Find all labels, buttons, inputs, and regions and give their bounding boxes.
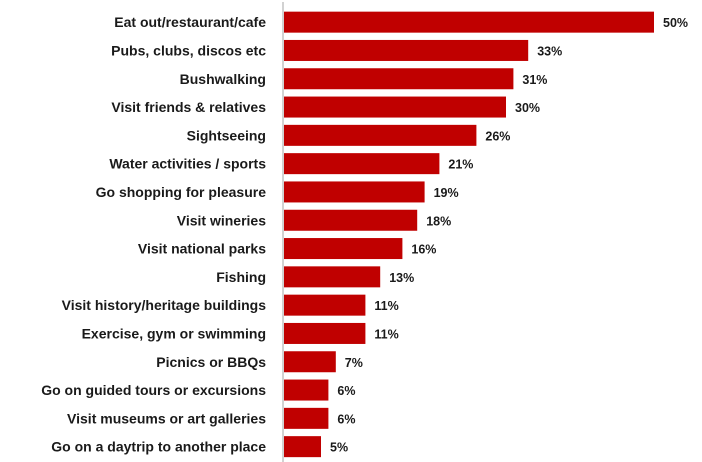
category-labels: Eat out/restaurant/cafe Pubs, clubs, disc… — [41, 14, 267, 455]
category-label: Go shopping for pleasure — [96, 184, 267, 200]
category-label: Visit wineries — [177, 212, 266, 228]
value-label: 6% — [337, 412, 355, 426]
value-label: 13% — [389, 271, 414, 285]
category-label: Go on a daytrip to another place — [51, 439, 266, 455]
bar — [284, 181, 425, 203]
value-label: 6% — [337, 384, 355, 398]
value-label: 18% — [426, 214, 451, 228]
value-label: 50% — [663, 16, 688, 30]
bar — [284, 124, 477, 146]
bars — [284, 11, 654, 458]
category-label: Picnics or BBQs — [156, 354, 266, 370]
value-label: 16% — [411, 243, 436, 257]
bar — [284, 379, 329, 401]
category-label: Visit national parks — [138, 241, 266, 257]
category-label: Exercise, gym or swimming — [82, 325, 266, 341]
value-label: 31% — [522, 73, 547, 87]
category-label: Fishing — [216, 269, 266, 285]
category-label: Visit museums or art galleries — [67, 410, 266, 426]
value-labels: 50% 33% 31% 30% 26% 21% 19% 18% 16% 13% 11% 11% 7% 6%… — [330, 16, 688, 455]
category-label: Water activities / sports — [109, 156, 266, 172]
bar — [284, 322, 366, 344]
value-label: 11% — [374, 299, 398, 313]
category-label: Pubs, clubs, discos etc — [111, 42, 266, 58]
bar — [284, 153, 440, 175]
bar — [284, 209, 418, 231]
bar — [284, 39, 529, 61]
category-label: Eat out/restaurant/cafe — [114, 14, 266, 30]
category-label: Bushwalking — [180, 71, 266, 87]
value-label: 19% — [434, 186, 459, 200]
category-label: Sightseeing — [187, 127, 266, 143]
value-label: 26% — [485, 129, 510, 143]
bar — [284, 266, 381, 288]
value-label: 33% — [537, 44, 562, 58]
value-label: 5% — [330, 441, 348, 455]
bar — [284, 96, 506, 118]
value-label: 21% — [448, 158, 473, 172]
bar — [284, 11, 654, 33]
bar — [284, 407, 329, 429]
bar — [284, 294, 366, 316]
value-label: 30% — [515, 101, 540, 115]
category-label: Go on guided tours or excursions — [41, 382, 266, 398]
bar — [284, 68, 514, 90]
value-label: 11% — [374, 327, 398, 341]
value-label: 7% — [345, 356, 363, 370]
bar — [284, 351, 336, 373]
category-label: Visit history/heritage buildings — [62, 297, 267, 313]
bar — [284, 238, 403, 260]
bar — [284, 436, 321, 458]
category-label: Visit friends & relatives — [111, 99, 266, 115]
